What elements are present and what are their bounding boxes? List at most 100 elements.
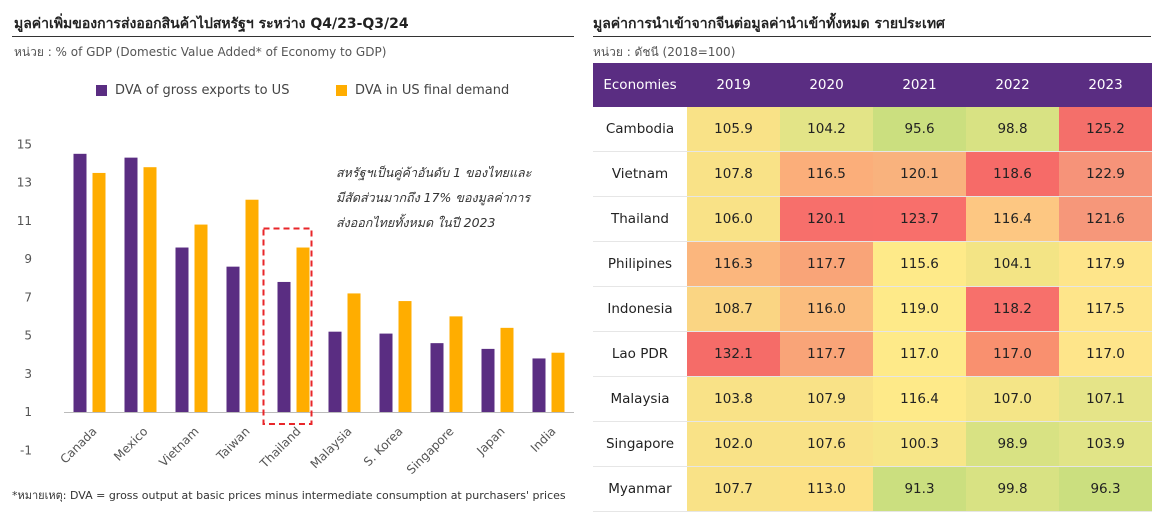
heatmap-cell: 123.7 [873, 196, 966, 242]
heatmap-cell: 117.0 [966, 331, 1059, 377]
bar-gross-exports-malaysia [328, 331, 342, 412]
table-row: Philipines 116.3 117.7 115.6 104.1 117.9 [593, 241, 1152, 287]
table-row: Malaysia 103.8 107.9 116.4 107.0 107.1 [593, 376, 1152, 422]
row-label-myanmar: Myanmar [593, 466, 687, 512]
legend-label-2: DVA in US final demand [355, 83, 510, 98]
heatmap-cell: 120.1 [873, 151, 966, 197]
heatmap-cell: 104.2 [780, 107, 873, 152]
right-title-rule [593, 36, 1151, 37]
heatmap-cell: 104.1 [966, 241, 1059, 287]
y-tick-label-8: -1 [20, 443, 32, 457]
bar-gross-exports-singapore [430, 343, 444, 412]
bar-final-demand-malaysia [347, 293, 361, 412]
bar-final-demand-taiwan [245, 199, 259, 412]
legend-swatch-1 [96, 85, 107, 96]
heatmap-cell: 91.3 [873, 466, 966, 512]
bar-gross-exports-canada [73, 153, 87, 412]
bar-gross-exports-japan [481, 348, 495, 412]
bar-final-demand-s-korea [398, 301, 412, 412]
heatmap-table: Economies 2019 2020 2021 2022 2023 Cambodia 10… [593, 63, 1152, 512]
header-year-2020: 2020 [780, 63, 873, 107]
bar-final-demand-singapore [449, 316, 463, 412]
heatmap-cell: 103.8 [687, 376, 780, 422]
header-economies: Economies [593, 63, 687, 107]
heatmap-cell: 116.5 [780, 151, 873, 197]
y-tick-label-4: 7 [24, 290, 32, 304]
x-tick-label-1: Mexico [111, 424, 151, 464]
row-label-indonesia: Indonesia [593, 286, 687, 332]
heatmap-cell: 107.1 [1059, 376, 1152, 422]
heatmap-cell: 98.8 [966, 107, 1059, 152]
heatmap-cell: 117.9 [1059, 241, 1152, 287]
bar-final-demand-canada [92, 172, 106, 412]
heatmap-cell: 117.7 [780, 331, 873, 377]
heatmap-cell: 108.7 [687, 286, 780, 332]
table-row: Singapore 102.0 107.6 100.3 98.9 103.9 [593, 421, 1152, 467]
heatmap-cell: 107.8 [687, 151, 780, 197]
bar-gross-exports-s-korea [379, 333, 393, 412]
bar-final-demand-mexico [143, 167, 157, 412]
annotation-line-3: ส่งออกไทยทั้งหมด ในปี 2023 [336, 215, 496, 230]
heatmap-cell: 115.6 [873, 241, 966, 287]
heatmap-cell: 107.0 [966, 376, 1059, 422]
left-chart-title: มูลค่าเพิ่มของการส่งออกสินค้าไปสหรัฐฯ ระ… [14, 16, 409, 32]
bar-chart: 15 13 11 9 7 5 3 1 -1 Canada Mexico Vietnam Taiwan Th… [17, 137, 574, 477]
y-tick-label-2: 11 [17, 214, 32, 228]
y-tick-label-3: 9 [24, 252, 32, 266]
right-table-unit: หน่วย : ดัชนี (2018=100) [593, 45, 736, 59]
heatmap-cell: 99.8 [966, 466, 1059, 512]
table-row: Vietnam 107.8 116.5 120.1 118.6 122.9 [593, 151, 1152, 197]
heatmap-cell: 132.1 [687, 331, 780, 377]
y-tick-label-7: 1 [24, 405, 32, 419]
heatmap-cell: 106.0 [687, 196, 780, 242]
bar-gross-exports-india [532, 358, 546, 412]
row-label-vietnam: Vietnam [593, 151, 687, 197]
bar-final-demand-india [551, 352, 565, 412]
heatmap-cell: 118.6 [966, 151, 1059, 197]
x-tick-label-3: Taiwan [213, 424, 252, 463]
table-row: Indonesia 108.7 116.0 119.0 118.2 117.5 [593, 286, 1152, 332]
row-label-philipines: Philipines [593, 241, 687, 287]
row-label-singapore: Singapore [593, 421, 687, 467]
heatmap-cell: 120.1 [780, 196, 873, 242]
heatmap-cell: 98.9 [966, 421, 1059, 467]
bar-final-demand-japan [500, 327, 514, 412]
y-tick-label-5: 5 [24, 329, 32, 343]
heatmap-cell: 102.0 [687, 421, 780, 467]
table-row: Myanmar 107.7 113.0 91.3 99.8 96.3 [593, 466, 1152, 512]
bar-final-demand-thailand [296, 247, 310, 412]
bar-gross-exports-thailand [277, 281, 291, 412]
heatmap-header-row: Economies 2019 2020 2021 2022 2023 [593, 63, 1152, 107]
row-label-malaysia: Malaysia [593, 376, 687, 422]
heatmap-cell: 116.4 [966, 196, 1059, 242]
heatmap-cell: 117.0 [1059, 331, 1152, 377]
annotation-line-2: มีสัดส่วนมากถึง 17% ของมูลค่าการ [336, 190, 531, 205]
left-title-rule [12, 36, 574, 37]
header-year-2021: 2021 [873, 63, 966, 107]
table-row: Cambodia 105.9 104.2 95.6 98.8 125.2 [593, 107, 1152, 152]
highlight-box-thailand [262, 227, 313, 425]
legend-series-2: DVA in US final demand [336, 83, 509, 98]
x-tick-label-4: Thailand [257, 424, 304, 471]
footnote: *หมายเหตุ: DVA = gross output at basic p… [12, 489, 566, 502]
x-tick-label-8: Japan [473, 424, 507, 458]
row-label-thailand: Thailand [593, 196, 687, 242]
heatmap-cell: 119.0 [873, 286, 966, 332]
heatmap-cell: 107.6 [780, 421, 873, 467]
heatmap-cell: 113.0 [780, 466, 873, 512]
bar-gross-exports-mexico [124, 157, 138, 412]
heatmap-cell: 118.2 [966, 286, 1059, 332]
annotation-line-1: สหรัฐฯเป็นคู่ค้าอันดับ 1 ของไทยและ [336, 165, 532, 180]
y-tick-label-1: 13 [17, 176, 32, 190]
table-row: Thailand 106.0 120.1 123.7 116.4 121.6 [593, 196, 1152, 242]
heatmap-cell: 122.9 [1059, 151, 1152, 197]
heatmap-cell: 103.9 [1059, 421, 1152, 467]
row-label-cambodia: Cambodia [593, 107, 687, 152]
header-year-2023: 2023 [1059, 63, 1152, 107]
bar-final-demand-vietnam [194, 224, 208, 412]
bar-gross-exports-vietnam [175, 247, 189, 412]
heatmap-cell: 116.3 [687, 241, 780, 287]
header-year-2019: 2019 [687, 63, 780, 107]
x-tick-label-0: Canada [57, 424, 99, 466]
legend-series-1: DVA of gross exports to US [96, 83, 289, 98]
